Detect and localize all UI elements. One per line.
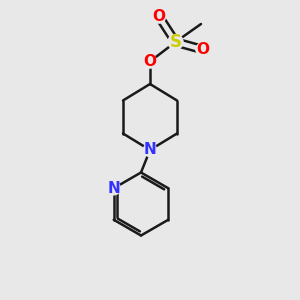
Circle shape [168,34,183,50]
Circle shape [143,55,157,68]
Text: O: O [143,54,157,69]
Circle shape [143,143,157,157]
Text: O: O [196,42,209,57]
Circle shape [152,10,166,23]
Text: S: S [169,33,181,51]
Text: N: N [107,181,120,196]
Circle shape [196,43,209,56]
Text: O: O [152,9,166,24]
Text: N: N [144,142,156,158]
Circle shape [107,182,120,195]
